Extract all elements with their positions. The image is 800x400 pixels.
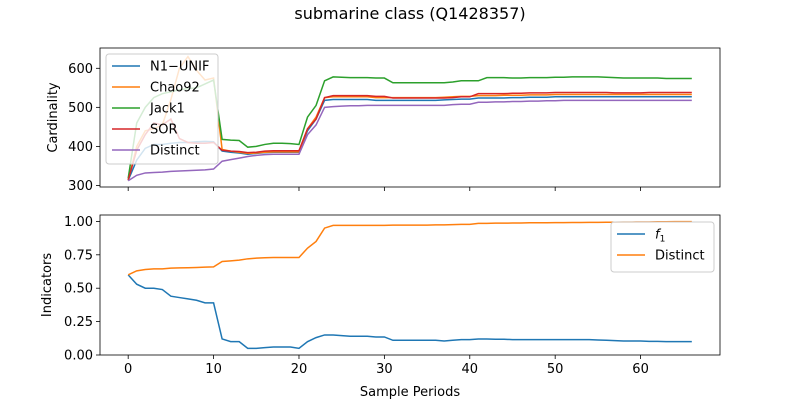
y-tick-label: 0.25 xyxy=(64,315,93,330)
axes-frame xyxy=(99,214,721,356)
y-tick-label: 1.00 xyxy=(64,215,93,230)
legend-label: SOR xyxy=(150,123,178,138)
x-tick-label: 0 xyxy=(124,362,132,377)
legend: N1−UNIF Chao92 Jack1 SOR Distinct xyxy=(105,53,219,165)
series-line-1-0 xyxy=(127,274,692,350)
legend-label: Chao92 xyxy=(150,81,200,96)
series-line-1-1 xyxy=(127,220,692,276)
series-line-0-0 xyxy=(127,96,692,181)
legend-label: Distinct xyxy=(150,144,200,159)
chart-title: submarine class (Q1428357) xyxy=(294,4,525,23)
x-tick-label: 60 xyxy=(632,362,649,377)
x-tick-label: 40 xyxy=(462,362,479,377)
y-tick-label: 300 xyxy=(68,179,93,194)
legend-label: Jack1 xyxy=(149,102,185,117)
x-tick-label: 30 xyxy=(376,362,393,377)
legend-label: f1 xyxy=(655,228,665,245)
x-tick-label: 50 xyxy=(547,362,564,377)
legend-label: N1−UNIF xyxy=(150,60,209,75)
y-axis-label: Indicators xyxy=(40,253,55,317)
series-line-0-4 xyxy=(127,99,692,182)
x-tick-label: 10 xyxy=(205,362,222,377)
x-tick-label: 20 xyxy=(291,362,308,377)
y-axis-label: Cardinality xyxy=(46,82,61,153)
legend-label: Distinct xyxy=(655,249,705,264)
y-tick-label: 400 xyxy=(68,140,93,155)
legend-box xyxy=(610,221,715,273)
series-line-0-2 xyxy=(127,76,692,179)
y-tick-label: 0.00 xyxy=(64,349,93,364)
y-tick-label: 600 xyxy=(68,62,93,77)
x-axis-label: Sample Periods xyxy=(360,385,460,400)
y-tick-label: 0.50 xyxy=(64,282,93,297)
series-line-0-3 xyxy=(127,91,692,181)
legend-box xyxy=(105,53,219,165)
y-tick-label: 0.75 xyxy=(64,248,93,263)
y-tick-label: 500 xyxy=(68,101,93,116)
legend: f1 Distinct xyxy=(610,221,715,273)
axes-frame xyxy=(99,47,721,188)
bottom-panel-indicators: 0 10 20 30 40 50 60 0.00 0.25 0.50 0.75 1.00 Indicat… xyxy=(40,214,721,377)
top-panel-cardinality: 300 400 500 600 Cardinality N1−UNIF Chao92 Jack… xyxy=(46,47,721,194)
